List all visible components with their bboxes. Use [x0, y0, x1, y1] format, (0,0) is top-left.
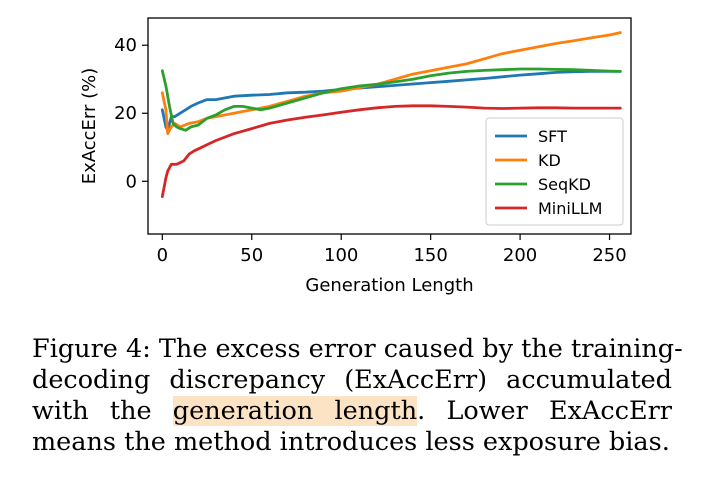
- highlighted-phrase: generation length: [172, 396, 418, 426]
- legend-label-sft: SFT: [538, 127, 567, 146]
- legend-label-minillm: MiniLLM: [538, 199, 602, 218]
- y-tick-label: 40: [114, 35, 137, 56]
- x-tick-label: 150: [413, 245, 447, 266]
- caption-line-3-start: with the: [32, 396, 173, 426]
- x-tick-label: 0: [157, 245, 168, 266]
- y-tick-label: 20: [114, 103, 137, 124]
- caption-line-3-end: . Lower ExAccErr: [417, 396, 672, 426]
- caption-line-2: decoding discrepancy (ExAccErr) accumula…: [32, 365, 672, 395]
- caption-line-4: means the method introduces less exposur…: [32, 427, 670, 457]
- x-tick-label: 50: [240, 245, 263, 266]
- plot-frame: [147, 17, 632, 235]
- x-tick-label: 200: [503, 245, 537, 266]
- legend-frame: [485, 117, 624, 226]
- x-axis-label: Generation Length: [305, 275, 473, 296]
- series-line-minillm: [160, 104, 622, 199]
- caption-line-1: Figure 4: The excess error caused by the…: [32, 334, 683, 364]
- y-axis-label: ExAccErr (%): [79, 68, 100, 185]
- legend: SFT KD SeqKD MiniLLM: [485, 117, 624, 226]
- series-line-kd: [160, 31, 622, 136]
- y-tick-label: 0: [126, 171, 137, 192]
- figure-caption: Figure 4: The excess error caused by the…: [32, 334, 683, 458]
- x-tick-label: 250: [592, 245, 626, 266]
- legend-label-seqkd: SeqKD: [538, 175, 591, 194]
- legend-label-kd: KD: [538, 151, 561, 170]
- x-tick-label: 100: [324, 245, 358, 266]
- series-line-seqkd: [160, 67, 622, 132]
- caption-line-3: with the generation length. Lower ExAccE…: [32, 396, 672, 427]
- series-layer: [160, 31, 622, 199]
- line-chart: 0 50 100 150 200 250 0 20 40 Generation Length E…: [79, 17, 632, 296]
- axis-layer: 0 50 100 150 200 250 0 20 40: [114, 35, 627, 266]
